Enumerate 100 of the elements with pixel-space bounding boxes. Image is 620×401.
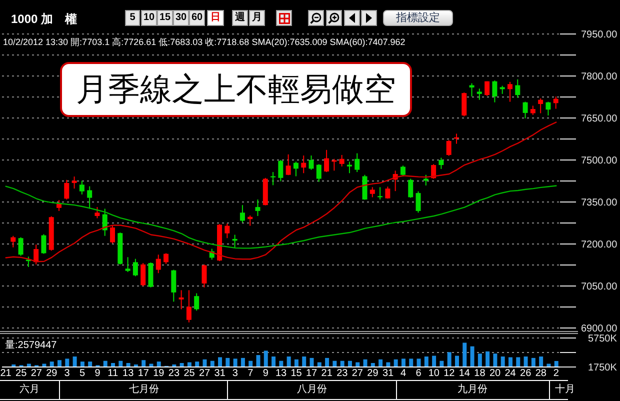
x-tick-label: 25: [16, 368, 28, 380]
x-tick-label: 3: [64, 368, 70, 380]
candlestick: [10, 235, 16, 248]
chart-title: 1000 加 權: [11, 11, 78, 28]
candlestick: [408, 178, 414, 198]
candlestick: [102, 208, 108, 236]
x-tick-label: 6: [416, 368, 422, 380]
candlestick: [202, 264, 207, 288]
candlestick: [278, 160, 284, 182]
candlestick: [224, 223, 230, 239]
x-tick-label: 28: [535, 368, 547, 380]
candlestick: [301, 155, 306, 174]
candlestick: [538, 98, 544, 114]
candlestick: [132, 258, 138, 277]
x-tick-label: 29: [46, 368, 58, 380]
candlestick: [64, 179, 70, 200]
x-tick-label: 31: [214, 368, 226, 380]
candlestick: [515, 78, 520, 98]
candlestick: [522, 101, 528, 119]
chart-subtitle: 10/2/2012 13:30 開:7703.1 高:7726.61 低:7683.03 收:7718.68 SMA(20):7635.009 SMA(60):7407.962: [3, 36, 406, 49]
candlestick: [171, 269, 176, 302]
text: 60: [189, 10, 205, 26]
x-tick-label: 31: [382, 368, 394, 380]
candlestick: [553, 96, 558, 110]
x-tick-label: 15: [290, 368, 302, 380]
x-tick-label: 10: [428, 368, 440, 380]
candlestick: [530, 105, 536, 116]
candlestick: [72, 176, 77, 190]
x-tick-label: 5: [79, 368, 86, 380]
x-tick-label: 3: [232, 368, 238, 380]
x-tick-label: 26: [520, 368, 532, 380]
candlestick: [194, 292, 200, 312]
x-tick-label: 20: [489, 368, 502, 380]
text: 九月份: [458, 384, 488, 396]
y-tick-label: 7050.00: [581, 282, 618, 292]
x-tick-label: 13: [275, 368, 287, 380]
y-tick-label: 5750K: [588, 334, 618, 344]
candlestick: [469, 82, 474, 97]
candlestick: [438, 157, 444, 170]
x-tick-label: 23: [168, 368, 180, 380]
text: 十月: [554, 384, 575, 396]
text: 八月份: [297, 384, 328, 396]
x-tick-label: 17: [138, 368, 150, 380]
candlestick: [125, 256, 130, 272]
candlestick: [41, 234, 46, 254]
candlestick: [476, 88, 482, 100]
x-tick-label: 9: [94, 368, 101, 380]
line-series: [5, 185, 557, 249]
candlestick: [240, 204, 245, 223]
candlestick: [378, 186, 383, 200]
candlestick: [354, 152, 360, 173]
candlestick: [156, 254, 161, 274]
x-tick-label: 11: [108, 368, 118, 380]
x-tick-label: 19: [153, 368, 165, 380]
y-tick-label: 7650.00: [581, 114, 618, 124]
x-tick-label: 27: [199, 368, 211, 380]
candlestick: [385, 186, 390, 200]
candlestick: [293, 161, 298, 177]
x-tick-label: 27: [30, 368, 42, 380]
x-tick-label: 21: [321, 368, 333, 380]
candlestick: [79, 180, 84, 195]
x-tick-label: 4: [400, 368, 407, 380]
candlestick: [546, 101, 551, 116]
candlestick: [34, 244, 39, 265]
candlestick: [362, 174, 368, 200]
candlestick: [255, 198, 260, 216]
y-tick-label: 7800.00: [581, 72, 618, 82]
y-tick-label: 6900.00: [581, 324, 618, 334]
text: 10: [141, 10, 157, 26]
candlestick: [446, 140, 452, 156]
x-tick-label: 29: [367, 368, 379, 380]
x-tick-label: 7: [248, 368, 254, 380]
candlestick: [484, 80, 490, 96]
candlestick: [178, 290, 184, 310]
y-tick-label: 7200.00: [581, 240, 618, 250]
x-tick-label: 2: [553, 368, 560, 380]
candlestick: [416, 190, 421, 214]
candlestick: [324, 149, 330, 173]
candlestick: [186, 290, 192, 323]
candlestick: [492, 80, 498, 103]
x-tick-label: 25: [184, 368, 196, 380]
y-tick-label: 7350.00: [581, 198, 618, 208]
x-tick-label: 27: [352, 368, 364, 380]
candlestick: [18, 236, 24, 256]
x-tick-label: 21: [0, 368, 12, 380]
y-tick-label: 1750K: [588, 362, 618, 374]
text: 30: [173, 10, 189, 26]
chart-title: 量:2579447: [5, 339, 57, 352]
text: 六月: [20, 384, 40, 396]
candlestick: [110, 225, 116, 244]
x-tick-label: 9: [262, 368, 269, 380]
candlestick: [140, 262, 146, 287]
candlestick: [339, 154, 344, 167]
y-tick-label: 7950.00: [581, 30, 618, 40]
line-series: [5, 122, 557, 262]
text: 15: [157, 10, 173, 26]
x-tick-label: 13: [122, 368, 134, 380]
candlestick: [270, 172, 276, 186]
candlestick: [370, 186, 375, 198]
candlestick: [507, 81, 512, 102]
